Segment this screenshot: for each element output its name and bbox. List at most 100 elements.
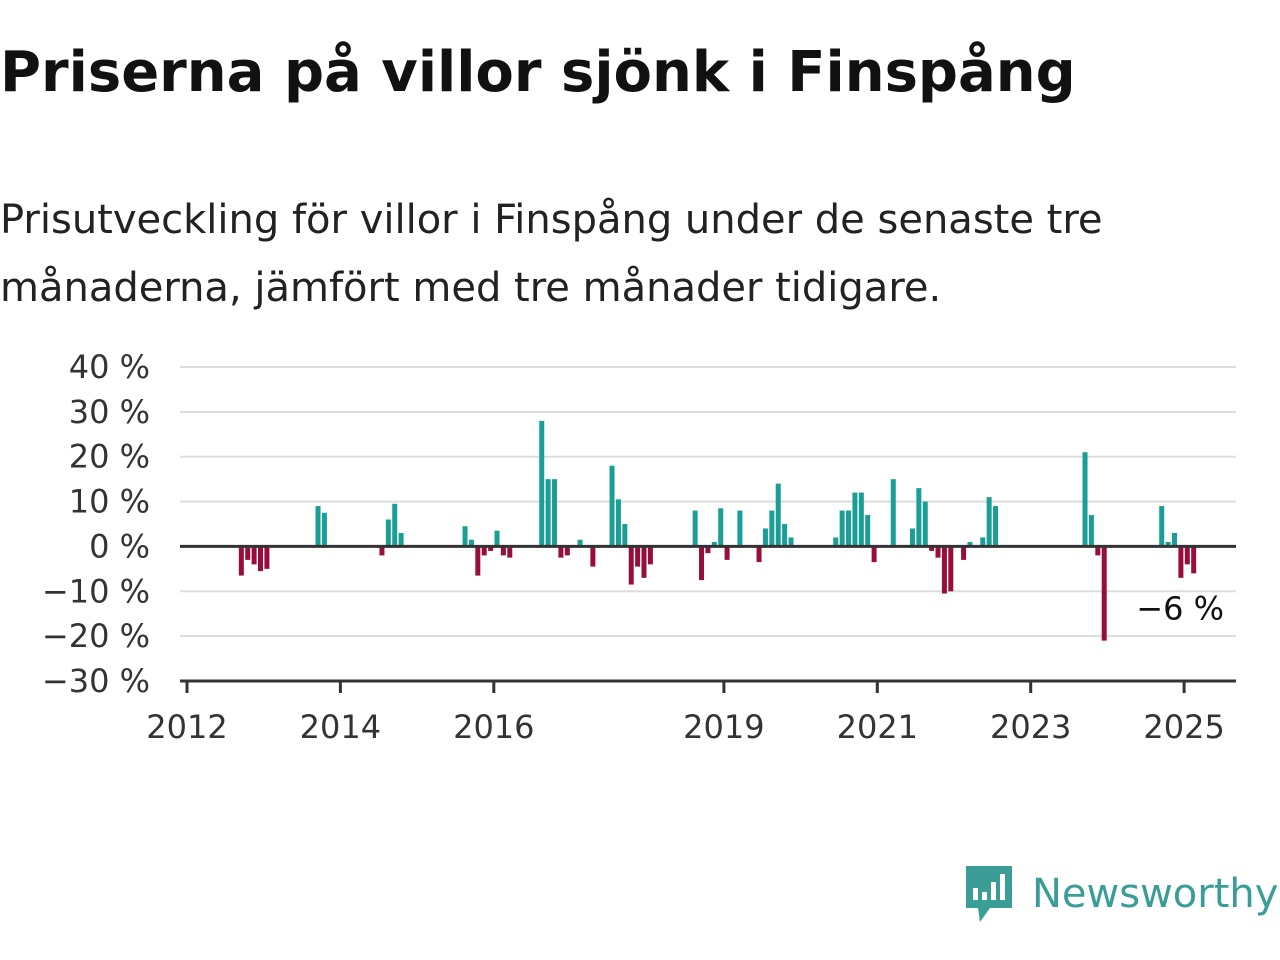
- bar: [961, 546, 967, 560]
- bar: [321, 512, 327, 547]
- bar: [494, 530, 500, 547]
- x-tick-label: 2025: [1143, 708, 1224, 746]
- bar: [590, 546, 596, 567]
- bar: [929, 546, 935, 551]
- bars: [238, 420, 1197, 641]
- bar: [635, 546, 641, 567]
- bar: [852, 492, 858, 547]
- last-value-annotation: −6 %: [1136, 589, 1224, 627]
- grid-lines: [180, 366, 1236, 638]
- bar: [1159, 506, 1165, 547]
- bar: [718, 508, 724, 547]
- bar: [705, 546, 711, 554]
- y-tick-label: −10 %: [42, 572, 150, 610]
- bar: [468, 539, 474, 547]
- bar: [251, 546, 257, 565]
- bar: [890, 479, 896, 547]
- bar: [264, 546, 270, 569]
- bar: [258, 546, 264, 572]
- bar: [641, 546, 647, 578]
- bar: [967, 541, 973, 547]
- bar: [385, 519, 391, 547]
- newsworthy-logo-icon: [966, 866, 1012, 922]
- bar: [475, 546, 481, 576]
- bar: [788, 537, 794, 547]
- brand-name: Newsworthy: [1032, 871, 1279, 917]
- x-tick-label: 2012: [146, 708, 227, 746]
- bar: [699, 546, 705, 581]
- bar: [315, 506, 321, 547]
- x-tick-label: 2016: [453, 708, 534, 746]
- bar: [782, 524, 788, 547]
- bar: [769, 510, 775, 547]
- bar: [986, 497, 992, 547]
- x-tick-label: 2021: [837, 708, 918, 746]
- bar: [1101, 546, 1107, 641]
- bar: [558, 546, 564, 558]
- bar: [711, 541, 717, 547]
- bar: [615, 499, 621, 547]
- bar: [481, 546, 487, 556]
- y-tick-label: 40 %: [69, 348, 150, 386]
- y-tick-label: 30 %: [69, 393, 150, 431]
- bar: [1191, 546, 1197, 574]
- y-tick-label: 0 %: [89, 527, 150, 565]
- y-tick-label: 20 %: [69, 438, 150, 476]
- bar: [756, 546, 762, 563]
- bar: [692, 510, 698, 547]
- bar: [392, 503, 398, 547]
- bar: [1172, 532, 1178, 547]
- bar: [647, 546, 653, 565]
- bar: [865, 515, 871, 547]
- bar: [628, 546, 634, 585]
- x-axis: 2012 2014 2016 2019 2021 2023 2025: [146, 544, 1236, 746]
- bar: [858, 492, 864, 547]
- y-axis-labels: 40 % 30 % 20 % 10 % 0 % −10 % −20 % −30 %: [42, 348, 150, 700]
- y-tick-label: −20 %: [42, 617, 150, 655]
- newsworthy-logo: Newsworthy: [964, 864, 1278, 924]
- bar-chart: 40 %30 %20 %10 %0 %−10 %−20 %−30 % 2012 2…: [42, 348, 1236, 746]
- bar: [1088, 515, 1094, 547]
- chart-title: Priserna på villor sjönk i Finspång: [0, 40, 1076, 105]
- bar: [916, 488, 922, 547]
- x-tick-label: 2014: [300, 708, 381, 746]
- bar: [948, 546, 954, 592]
- bar: [724, 546, 730, 560]
- bar: [245, 546, 251, 560]
- bar: [1165, 541, 1171, 547]
- bar: [1178, 546, 1184, 578]
- bar: [871, 546, 877, 563]
- bar: [833, 537, 839, 547]
- bar: [564, 546, 570, 556]
- bar: [622, 524, 628, 547]
- bar: [922, 501, 928, 547]
- bar: [980, 537, 986, 547]
- chart-subtitle: Prisutveckling för villor i Finspång und…: [0, 197, 1103, 311]
- bar: [552, 479, 558, 547]
- bar: [462, 526, 468, 547]
- bar: [935, 546, 941, 558]
- bar: [1095, 546, 1101, 556]
- bar: [993, 506, 999, 547]
- x-tick-label: 2019: [683, 708, 764, 746]
- bar: [398, 532, 404, 547]
- bar: [775, 483, 781, 547]
- bar: [539, 420, 545, 547]
- x-tick-label: 2023: [990, 708, 1071, 746]
- y-tick-label: −30 %: [42, 662, 150, 700]
- bar: [1082, 452, 1088, 547]
- bar: [609, 465, 615, 547]
- bar: [909, 528, 915, 547]
- bar: [500, 546, 506, 556]
- bar: [737, 510, 743, 547]
- bar: [238, 546, 244, 576]
- bar: [488, 546, 494, 551]
- bar: [1184, 546, 1190, 565]
- bar: [839, 510, 845, 547]
- bar: [507, 546, 513, 558]
- bar: [941, 546, 947, 594]
- bar: [762, 528, 768, 547]
- bar: [846, 510, 852, 547]
- y-tick-label: 10 %: [69, 483, 150, 521]
- bar: [577, 539, 583, 547]
